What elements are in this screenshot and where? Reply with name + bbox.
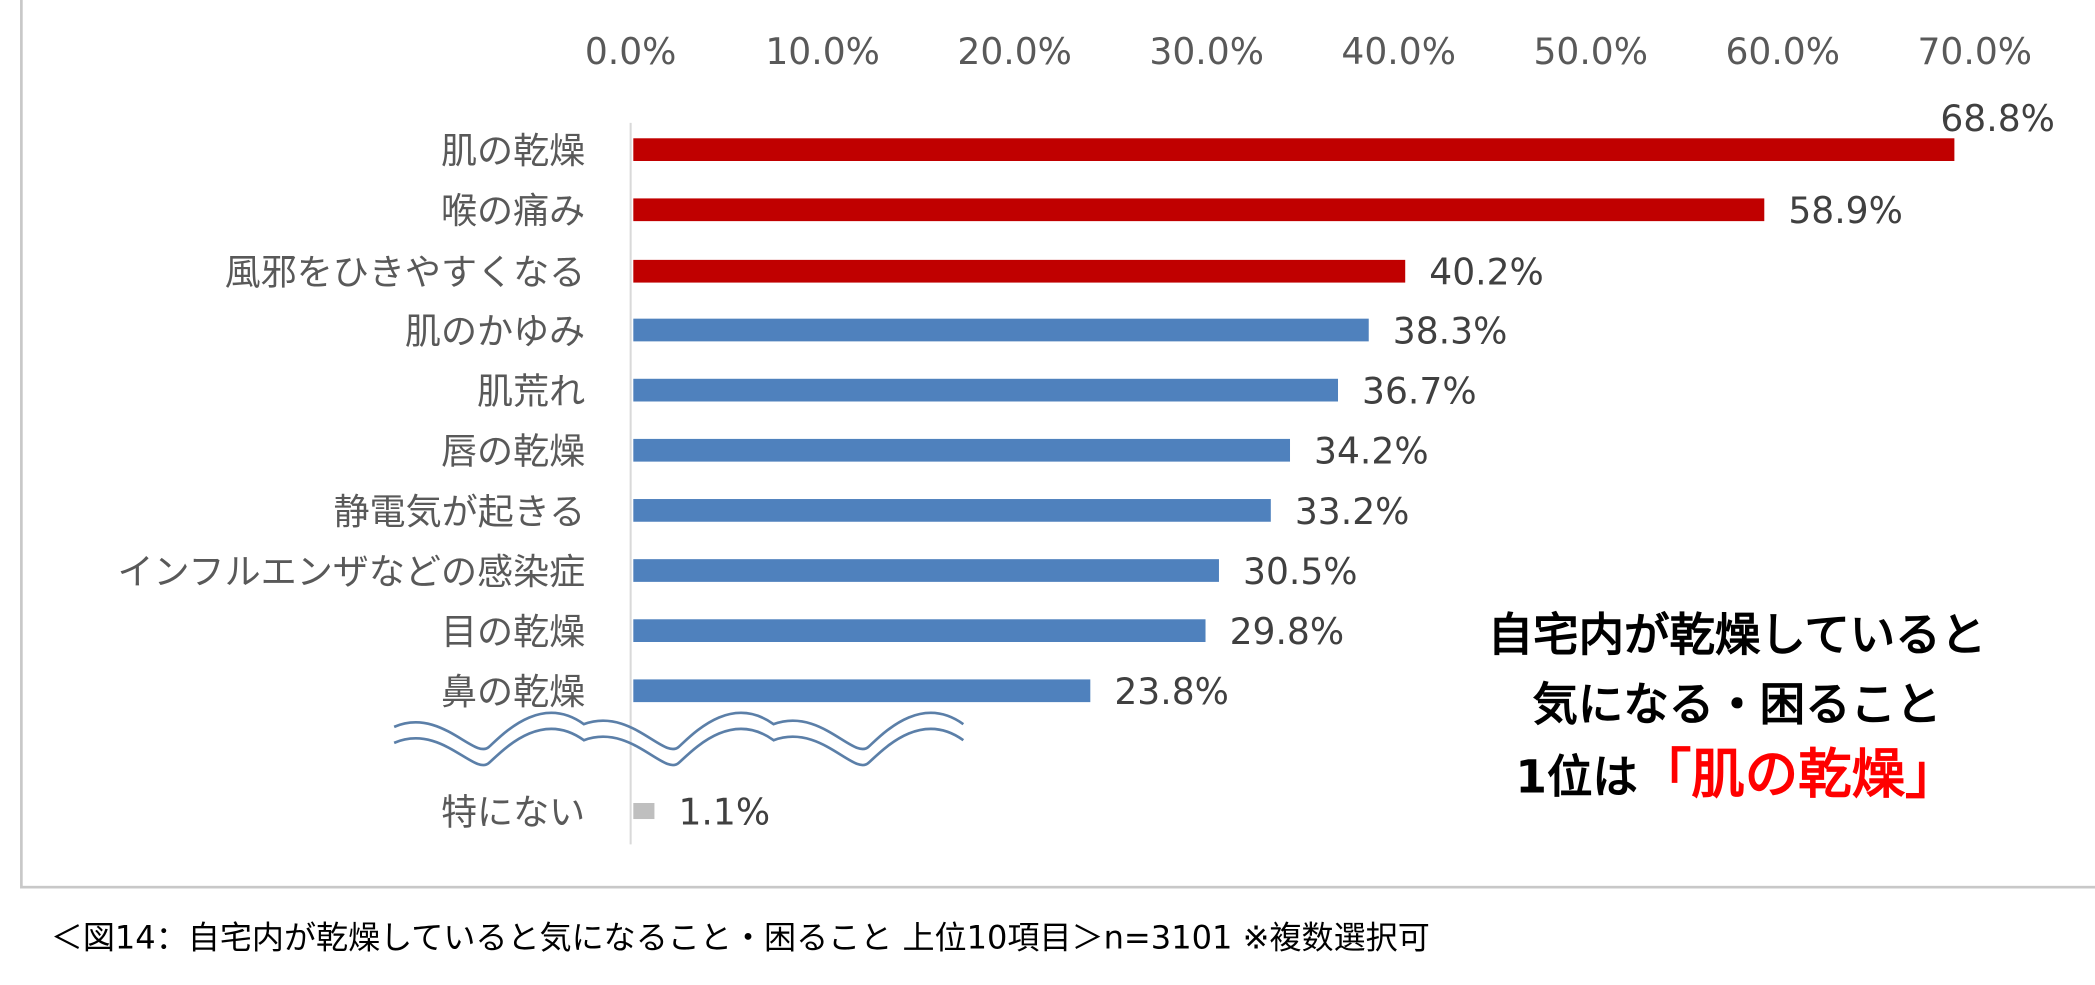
category-label: 特にない [441,791,585,833]
category-label: 静電気が起きる [333,491,585,533]
bar [633,378,1339,402]
data-label: 40.2% [1429,252,1544,294]
category-label: 風邪をひきやすくなる [225,252,586,294]
bar [633,438,1291,462]
data-label: 23.8% [1114,671,1229,713]
figure-caption: ＜図14：自宅内が乾燥していると気になること・困ること 上位10項目＞n=310… [50,919,1430,957]
category-label: 肌のかゆみ [405,310,585,352]
bar [633,198,1765,222]
bar [633,499,1271,522]
annotation-line-1: 自宅内が乾燥していると [1487,609,1987,663]
data-label: 29.8% [1230,611,1345,653]
bar [633,802,655,820]
bar [633,679,1091,703]
bar [633,259,1406,283]
data-label: 68.8% [1940,98,2055,140]
data-label: 34.2% [1314,431,1429,473]
data-label: 33.2% [1295,491,1410,533]
annotation-highlight: 「肌の乾燥」 [1637,744,1959,806]
bar [633,619,1206,642]
axis-break-wave [393,711,965,751]
category-label: インフルエンザなどの感染症 [117,551,585,593]
category-label: 鼻の乾燥 [441,671,585,713]
x-tick-label: 50.0% [1533,31,1648,73]
data-label: 38.3% [1393,310,1508,352]
data-label: 30.5% [1243,551,1358,593]
bar [633,138,1955,162]
x-tick-label: 0.0% [585,31,677,73]
bar [633,559,1219,582]
category-label: 喉の痛み [441,190,585,232]
x-tick-label: 30.0% [1149,31,1264,73]
annotation: 自宅内が乾燥していると 気になる・困ること 1位は「肌の乾燥」 [1416,601,2057,812]
category-label: 肌の乾燥 [441,130,585,172]
category-label: 唇の乾燥 [441,431,585,473]
axis-break-wave [393,727,965,767]
annotation-line-2: 気になる・困ること [1532,678,1942,733]
chart-frame [20,0,2095,889]
data-label: 58.9% [1788,190,1903,232]
x-tick-label: 20.0% [957,31,1072,73]
bar-chart: 0.0% 10.0% 20.0% 30.0% 40.0% 50.0% 60.0% 70.0% 肌… [117,31,2055,845]
x-tick-label: 70.0% [1917,31,2032,73]
category-label: 目の乾燥 [441,611,585,653]
data-label: 36.7% [1362,371,1477,413]
x-tick-label: 60.0% [1725,31,1840,73]
x-tick-label: 10.0% [765,31,880,73]
bar [633,318,1369,342]
annotation-line-3-prefix: 1位は [1515,750,1638,805]
x-tick-label: 40.0% [1341,31,1456,73]
data-label: 1.1% [678,791,770,833]
category-label: 肌荒れ [477,371,585,413]
